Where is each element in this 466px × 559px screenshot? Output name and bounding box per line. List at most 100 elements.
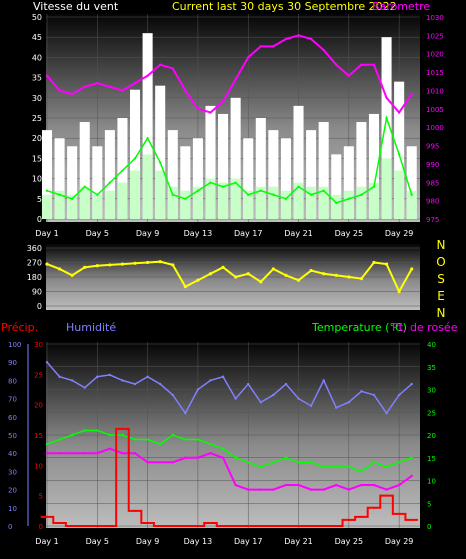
barometer-y-tick-label: 980 <box>426 198 439 206</box>
temperature-point <box>397 461 401 464</box>
dew-point-point <box>272 488 275 491</box>
precip-point <box>372 506 375 509</box>
direction-y-tick-label: 360 <box>27 244 42 253</box>
axis-labels: 0510152025303540455097598098599099510001… <box>8 13 444 546</box>
barometer-point <box>133 81 137 85</box>
temperature-point <box>70 433 74 437</box>
gust-point <box>209 181 212 184</box>
wind-max-bar <box>41 130 53 219</box>
direction-letter-e: E <box>437 289 445 303</box>
wind-x-tick-label: Day 21 <box>284 229 313 238</box>
wind-max-bar <box>167 130 178 219</box>
barometer-line <box>46 34 413 115</box>
wind-y-tick-label: 5 <box>37 195 42 204</box>
temperature-point <box>221 447 225 450</box>
humidity-point <box>397 393 401 397</box>
wind-avg-bar <box>192 186 203 219</box>
temperature-point <box>184 438 187 441</box>
barometer-point <box>70 92 74 96</box>
temp-y-tick-label: 10 <box>427 478 436 486</box>
temp-x-tick-label: Day 13 <box>184 537 213 546</box>
dew-point-point <box>184 456 187 459</box>
barometer-y-tick-label: 1030 <box>426 14 444 22</box>
precip-y-tick-label: 30 <box>34 341 43 349</box>
barometer-y-tick-label: 1025 <box>426 32 444 40</box>
wind-avg-bar <box>79 186 90 219</box>
temperature-line <box>46 429 412 473</box>
barometer-y-tick-label: 975 <box>426 216 439 224</box>
barometer-point <box>309 37 313 41</box>
direction-point <box>334 273 338 277</box>
direction-point <box>359 277 364 281</box>
wind-x-tick-label: Day 1 <box>35 229 58 238</box>
humidity-point <box>360 390 363 393</box>
barometer-point <box>297 34 300 37</box>
precip-point <box>121 427 124 430</box>
barometer-point <box>146 74 149 77</box>
barometer-y-tick-label: 1005 <box>426 106 444 114</box>
wind-x-tick-label: Day 25 <box>335 229 364 238</box>
dew-point-point <box>221 456 225 459</box>
wind-max-bar <box>381 37 392 220</box>
gust-point <box>196 189 200 192</box>
precip-point <box>385 494 388 497</box>
humidity-y-tick-label: 20 <box>8 487 17 495</box>
direction-point <box>95 264 99 268</box>
temperature-point <box>385 465 388 469</box>
direction-letter-s: S <box>437 272 445 286</box>
dew-point-point <box>146 461 149 464</box>
temperature-point <box>96 429 99 432</box>
direction-point <box>271 267 275 271</box>
dew-point-point <box>360 483 363 487</box>
humidity-line <box>46 361 413 415</box>
barometer-point <box>158 63 162 66</box>
direction-point <box>183 285 187 289</box>
chart-title: Current last 30 days 30 Septembre 2022 <box>172 0 397 13</box>
humidity-point <box>347 401 351 404</box>
wind-avg-bar <box>368 182 380 219</box>
wind-avg-bar <box>92 194 103 219</box>
wind-avg-bar <box>381 158 392 219</box>
gust-point <box>108 181 112 184</box>
dew-point-point <box>108 447 112 450</box>
wind-max-bar <box>205 105 216 219</box>
gust-point <box>410 193 413 196</box>
precip-point <box>209 521 212 524</box>
precip-point <box>58 521 61 524</box>
direction-point <box>133 261 137 265</box>
wind-max-bar <box>356 122 367 219</box>
gust-point <box>221 185 225 188</box>
gust-point <box>83 185 86 188</box>
wind-max-bar <box>280 138 291 219</box>
wind-y-tick-label: 0 <box>37 215 42 224</box>
humidity-y-tick-label: 60 <box>8 414 17 422</box>
direction-point <box>208 272 213 276</box>
temp-y-tick-label: 0 <box>427 523 431 531</box>
dew-point-point <box>410 474 413 478</box>
barometer-point <box>171 67 174 70</box>
precip-point <box>171 525 174 527</box>
dew-point-point <box>385 488 388 491</box>
humidity-point <box>83 386 86 389</box>
humidity-y-tick-label: 10 <box>8 505 17 513</box>
barometer-point <box>360 63 363 66</box>
gust-point <box>158 161 162 164</box>
precip-y-tick-label: 25 <box>34 371 43 379</box>
temperature-point <box>322 465 325 469</box>
dew-point-point <box>121 452 124 455</box>
precip-point <box>222 525 225 527</box>
temp-y-tick-label: 25 <box>427 409 436 417</box>
barometer-point <box>322 48 325 52</box>
barometer-point <box>108 85 112 88</box>
temperature-point <box>360 470 363 473</box>
wind-avg-bar <box>394 170 405 219</box>
humidity-point <box>196 388 200 391</box>
gust-point <box>272 193 275 196</box>
gust-point <box>372 185 376 188</box>
humidity-point <box>121 379 124 382</box>
dew-point-point <box>158 461 162 464</box>
gust-point <box>234 181 237 184</box>
wind-max-bar <box>79 122 90 219</box>
wind-avg-bar <box>155 170 166 219</box>
humidity-point <box>309 404 313 408</box>
